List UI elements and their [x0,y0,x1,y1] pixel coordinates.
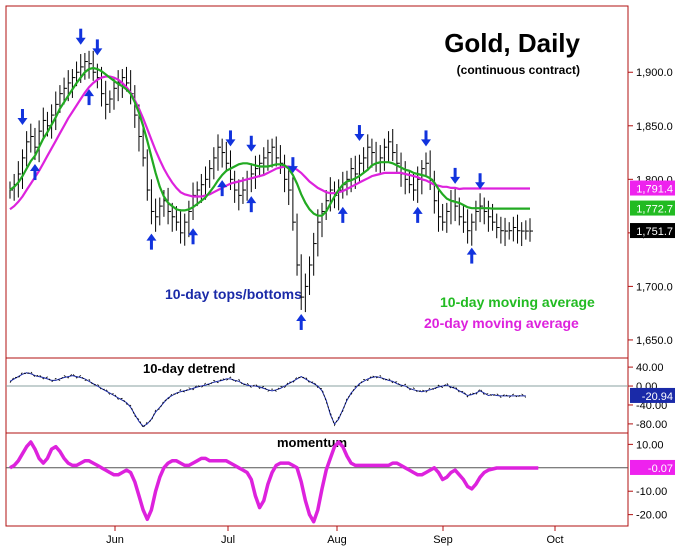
down-arrow-icon [287,157,298,174]
y-tick-label: 1,700.0 [636,281,673,293]
ma10-value-badge: 1,772.7 [636,204,673,216]
x-tick-label: Jul [221,534,235,546]
down-arrow-icon [225,130,236,147]
up-arrow-icon [246,196,257,213]
down-arrow-icon [421,130,431,147]
ma10-value-badge-bg [630,200,675,216]
ma20-value-badge-bg [630,180,675,196]
x-tick-label: Sep [433,534,453,546]
y-tick-label: 1,900.0 [636,67,673,79]
down-arrow-icon [17,108,28,125]
ma20-line [9,75,530,211]
x-tick-label: Aug [327,534,347,546]
detrend-value-badge: -20.94 [642,391,673,403]
detrend-line-dashed [9,371,527,429]
up-arrow-icon [217,180,228,197]
momentum-value-badge-bg [630,459,675,475]
detrend-value-badge-bg [630,387,675,403]
up-arrow-icon [412,206,423,223]
up-arrow-icon [337,206,348,223]
momentum-tick-label: 10.00 [636,439,664,451]
down-arrow-icon [475,173,486,190]
ma20-value-badge: 1,791.4 [636,184,673,196]
up-arrow-icon [146,233,157,250]
momentum-tick-label: -20.00 [636,510,667,522]
up-arrow-icon [296,313,307,330]
price-value-badge-bg [630,223,675,239]
momentum-tick-label: -10.00 [636,486,667,498]
chart-title: Gold, Daily [444,28,580,58]
ma20-label: 20-day moving average [424,315,579,331]
y-tick-label: 1,650.0 [636,335,673,347]
down-arrow-icon [354,125,365,142]
up-arrow-icon [29,164,40,181]
chart-subtitle: (continuous contract) [457,63,580,77]
up-arrow-icon [466,247,477,264]
momentum-value-badge: -0.07 [648,463,673,475]
y-tick-label: 1,850.0 [636,121,673,133]
detrend-label: 10-day detrend [143,361,236,376]
down-arrow-icon [92,39,103,56]
momentum-line [9,440,539,524]
down-arrow-icon [246,135,257,152]
detrend-tick-label: -40.00 [636,400,667,412]
x-tick-label: Oct [546,534,563,546]
down-arrow-icon [450,167,461,184]
tops-bottoms-label: 10-day tops/bottoms [165,286,302,302]
down-arrow-icon [75,28,86,45]
detrend-tick-label: 40.00 [636,362,664,374]
price-value-badge: 1,751.7 [636,226,673,238]
ma10-line [9,66,530,217]
detrend-line [9,372,526,427]
x-tick-label: Jun [106,534,124,546]
up-arrow-icon [188,228,199,245]
ma10-label: 10-day moving average [440,294,595,310]
momentum-label: momentum [277,435,347,450]
up-arrow-icon [84,89,95,106]
detrend-tick-label: -80.00 [636,419,667,431]
